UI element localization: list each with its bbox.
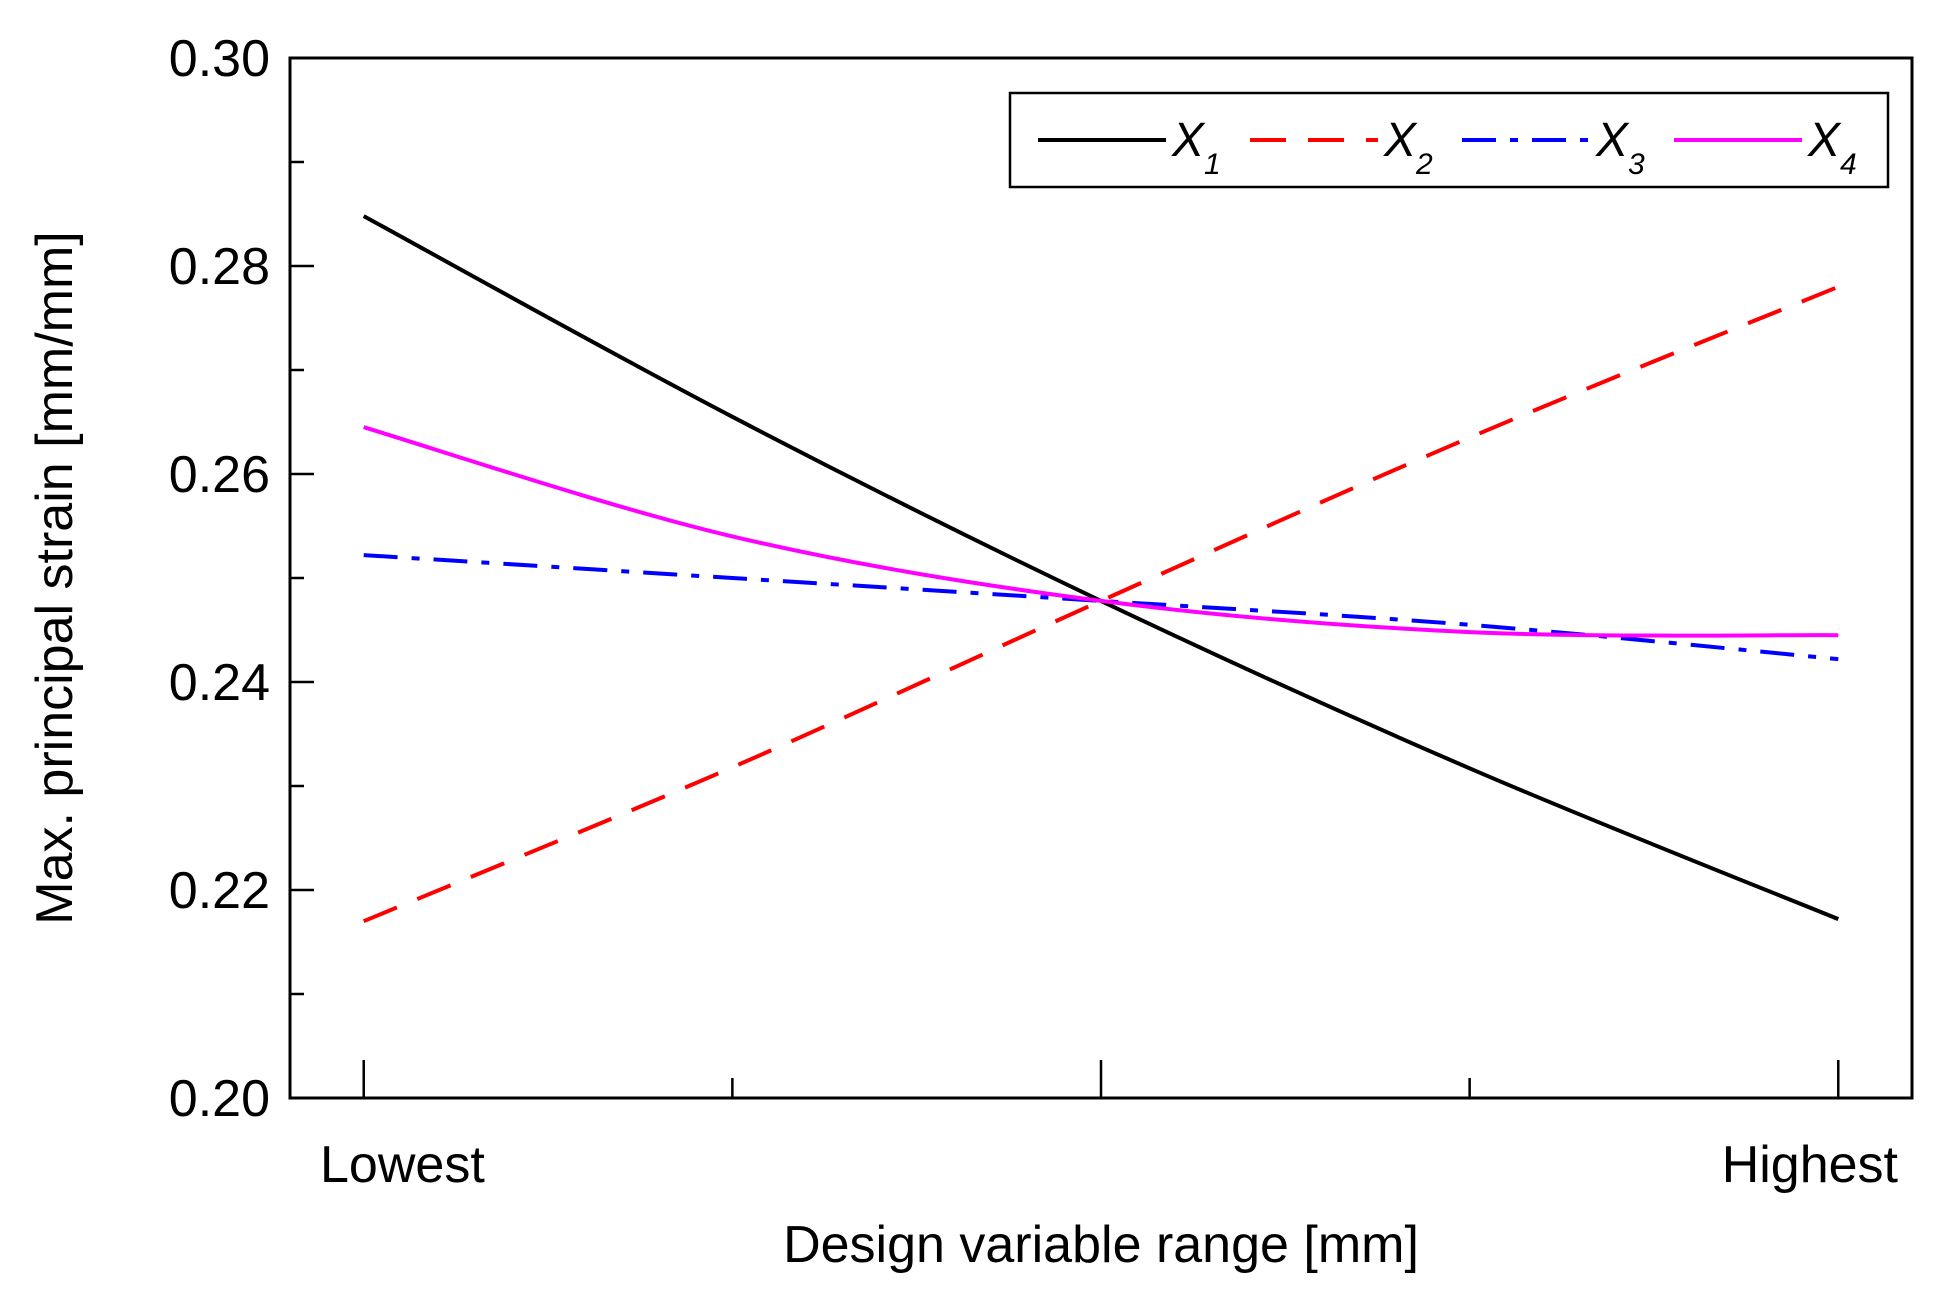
y-tick-label: 0.24 xyxy=(169,654,270,712)
legend-label: X xyxy=(1171,114,1206,167)
legend-label-subscript: 3 xyxy=(1628,148,1645,181)
x-axis-ticks: Lowest Highest xyxy=(320,1060,1899,1194)
legend-label-subscript: 4 xyxy=(1840,148,1857,181)
series-layer xyxy=(362,214,1840,924)
legend-label-subscript: 2 xyxy=(1415,148,1433,181)
series-line-x4 xyxy=(363,425,1839,638)
y-tick-label: 0.20 xyxy=(169,1070,270,1128)
plot-frame xyxy=(288,56,1914,1100)
legend-label: X xyxy=(1383,114,1418,167)
y-tick-label: 0.22 xyxy=(169,862,270,920)
y-tick-label: 0.28 xyxy=(169,238,270,296)
y-axis-ticks: 0.20 0.22 0.24 0.26 0.28 0.30 xyxy=(169,30,314,1128)
series-line-x2 xyxy=(362,284,1840,924)
x-axis-title: Design variable range [mm] xyxy=(783,1216,1419,1274)
x-tick-label: Lowest xyxy=(320,1136,485,1194)
series-line-x3 xyxy=(363,553,1839,662)
legend-label: X xyxy=(1807,114,1842,167)
y-axis-title: Max. principal strain [mm/mm] xyxy=(26,231,84,924)
y-tick-label: 0.26 xyxy=(169,446,270,504)
x-tick-label: Highest xyxy=(1722,1136,1899,1194)
legend-label: X xyxy=(1595,114,1630,167)
legend-label-subscript: 1 xyxy=(1204,148,1221,181)
y-tick-label: 0.30 xyxy=(169,30,270,88)
